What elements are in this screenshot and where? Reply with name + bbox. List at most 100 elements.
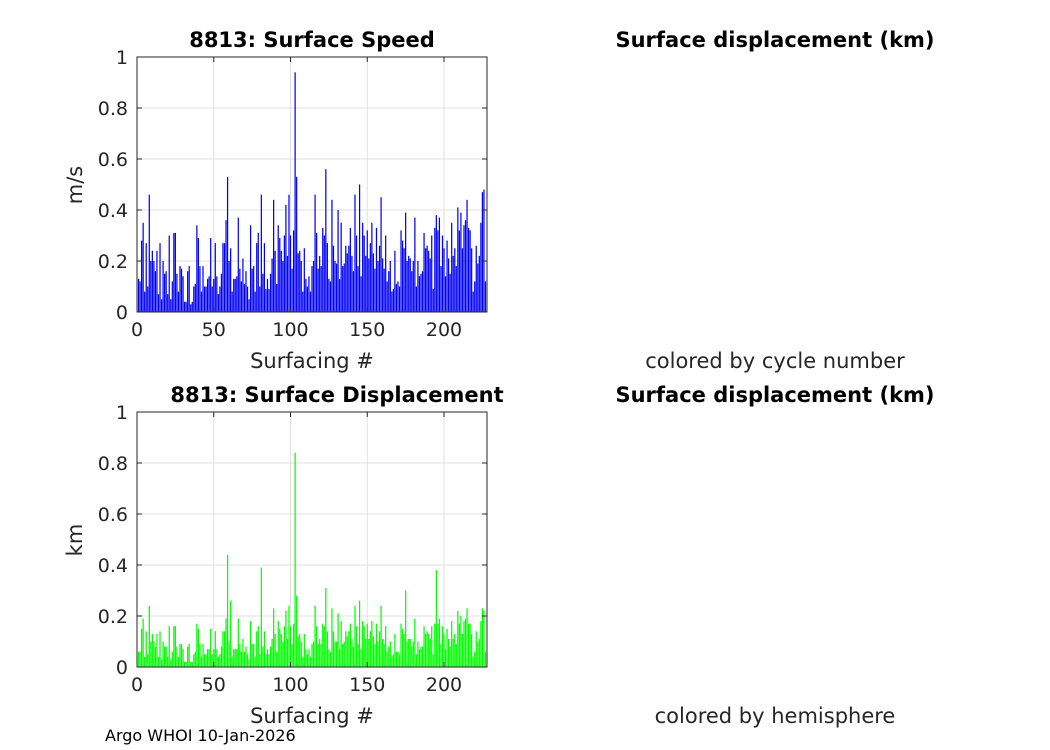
displacement-chart-bar (225, 618, 227, 667)
speed-chart-bar (237, 217, 239, 312)
displacement-chart-bar (137, 651, 140, 667)
displacement-chart-bar (446, 628, 448, 667)
speed-chart-bar (351, 255, 353, 312)
speed-chart-bar (394, 250, 396, 312)
speed-chart-bar (144, 291, 146, 312)
displacement-chart-bar (248, 659, 250, 667)
displacement-chart-ytick-label: 0.2 (98, 606, 128, 628)
speed-chart-bar (420, 273, 422, 312)
speed-chart-ytick-label: 1 (116, 47, 128, 69)
speed-chart-bar (389, 261, 391, 312)
speed-chart-bar (388, 271, 390, 312)
speed-chart-bar (480, 222, 482, 312)
speed-chart-bar (315, 232, 318, 312)
speed-chart-bar (147, 286, 149, 312)
speed-chart-bar (346, 253, 348, 312)
speed-chart-bar (362, 222, 364, 312)
displacement-chart-bar (382, 638, 384, 667)
speed-chart-bar (320, 266, 322, 312)
speed-chart-bar (392, 289, 394, 312)
displacement-chart-bar (210, 628, 212, 667)
displacement-chart-bar (164, 646, 166, 667)
speed-chart-bar (142, 222, 144, 312)
speed-chart-bar (220, 273, 223, 312)
displacement-chart-bar (196, 623, 198, 667)
displacement-chart-bar (377, 641, 379, 667)
displacement-chart-bar (319, 638, 321, 667)
displacement-chart-bar (451, 621, 453, 667)
displacement-chart-bar (312, 641, 315, 667)
speed-chart-bar (358, 184, 361, 312)
speed-chart-bar (239, 268, 241, 312)
displacement-chart-bar (223, 631, 226, 667)
speed-chart-bar (197, 238, 200, 312)
speed-chart-bar (245, 271, 247, 312)
displacement-chart-bar (309, 656, 312, 667)
displacement-chart-bar (190, 661, 192, 667)
displacement-chart-bar (365, 638, 367, 667)
displacement-chart-bar (162, 641, 164, 667)
speed-chart-bar (187, 271, 189, 312)
speed-chart-bar (403, 248, 405, 312)
speed-chart-bar (339, 278, 341, 312)
speed-chart-bar (382, 258, 384, 312)
displacement-chart-bar (308, 649, 310, 667)
speed-chart-bar (193, 286, 195, 312)
displacement-chart-bar (259, 654, 261, 667)
speed-chart-bar (259, 286, 261, 312)
displacement-chart-bar (369, 631, 371, 667)
speed-chart-bar (167, 294, 169, 312)
speed-chart-title: 8813: Surface Speed (189, 28, 435, 52)
displacement-chart-bar (420, 646, 422, 667)
displacement-chart-bar (230, 600, 232, 667)
displacement-chart-bar (315, 626, 318, 667)
displacement-chart-bar (171, 651, 173, 667)
speed-chart-bar (282, 261, 284, 312)
displacement-chart-bar (398, 654, 401, 667)
displacement-chart-bar (437, 623, 439, 667)
displacement-chart-bar (269, 646, 272, 667)
displacement-chart-bar (150, 641, 152, 667)
speed-chart-bar (323, 235, 325, 312)
displacement-chart-bar (174, 626, 176, 667)
speed-chart-bar (306, 286, 309, 312)
displacement-chart-bar (346, 636, 348, 667)
displacement-chart-bar (202, 644, 204, 667)
displacement-chart-bar (191, 661, 193, 667)
displacement-chart-bar (188, 644, 190, 667)
speed-chart-bar (377, 261, 379, 312)
polar-hemisphere-title: Surface displacement (km) (615, 383, 934, 407)
speed-chart-bar (457, 207, 459, 312)
displacement-chart-bar (464, 618, 467, 667)
displacement-chart-bar (194, 651, 196, 667)
speed-chart-xtick-label: 200 (426, 319, 462, 341)
displacement-chart-bar (268, 654, 270, 667)
polar-hemisphere-chart: Surface displacement (km) colored by hem… (615, 383, 934, 728)
speed-chart-ytick-label: 0.6 (98, 149, 128, 171)
speed-chart-bar (467, 227, 470, 312)
speed-chart-bar (308, 276, 310, 312)
speed-chart-bar (319, 255, 321, 312)
displacement-chart-bar (276, 651, 278, 667)
speed-chart-bar (277, 225, 279, 312)
speed-chart-bar (348, 245, 350, 312)
speed-chart-bar (329, 281, 332, 312)
speed-chart-bar (210, 238, 212, 312)
displacement-chart-bar (335, 641, 338, 667)
displacement-chart-bar (424, 633, 427, 667)
speed-chart-bar (173, 232, 175, 312)
displacement-chart-xtick-label: 150 (349, 674, 385, 696)
speed-chart: 8813: Surface Speed Surfacing # m/s 0 50 1… (63, 28, 488, 373)
speed-chart-ytick-label: 0 (116, 302, 128, 324)
displacement-chart-bar (279, 628, 281, 667)
displacement-chart-bar (220, 646, 223, 667)
displacement-chart-bar (219, 654, 221, 667)
speed-chart-bar (183, 301, 186, 312)
displacement-chart-xtick-label: 50 (202, 674, 226, 696)
displacement-chart-bar (467, 623, 470, 667)
speed-chart-ylabel: m/s (63, 166, 87, 204)
speed-chart-bar (371, 222, 373, 312)
speed-chart-bar (257, 232, 259, 312)
displacement-chart-bar (352, 646, 355, 667)
